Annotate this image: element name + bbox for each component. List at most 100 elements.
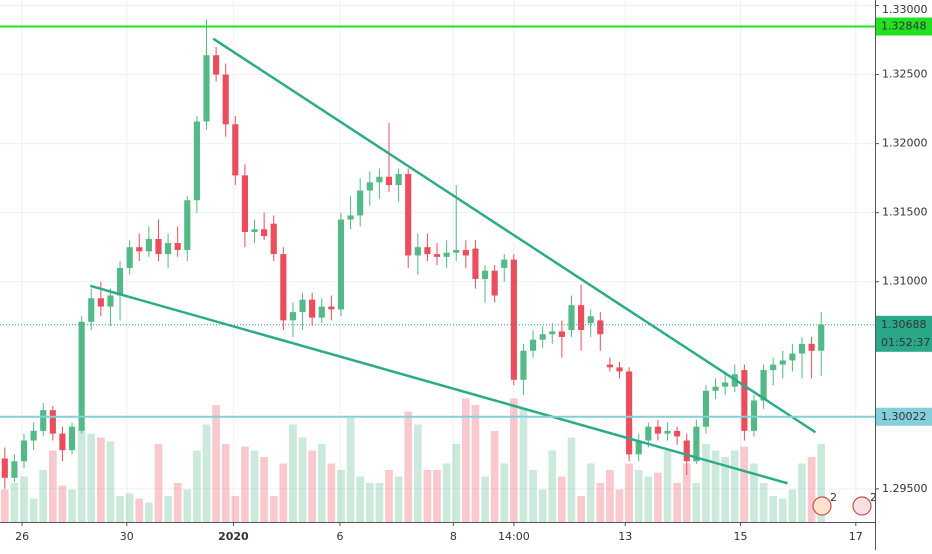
- candle-body: [472, 248, 479, 279]
- volume-bar: [750, 463, 758, 522]
- volume-bar: [269, 496, 278, 522]
- event-count: 2: [870, 491, 877, 504]
- volume-bar: [634, 470, 643, 522]
- volume-bar: [788, 489, 797, 522]
- volume-bar: [337, 470, 345, 522]
- volume-bar: [135, 498, 144, 522]
- candle-body: [722, 382, 729, 387]
- volume-bar: [87, 433, 96, 522]
- volume-bar: [241, 446, 249, 522]
- volume-bar: [231, 496, 240, 522]
- candle-body: [49, 410, 56, 434]
- candle-body: [501, 259, 508, 268]
- volume-bar: [39, 470, 48, 522]
- volume-bar: [721, 457, 730, 522]
- candle-body: [635, 440, 642, 455]
- candle-body: [626, 371, 633, 455]
- candle-body: [789, 353, 796, 361]
- volume-bar: [692, 483, 701, 522]
- volume-bar: [183, 489, 192, 522]
- volume-bar: [308, 450, 316, 522]
- candle-body: [664, 430, 671, 434]
- y-tick-label: 1.33000: [882, 3, 928, 16]
- candle-body: [529, 339, 537, 351]
- volume-bar: [48, 450, 57, 522]
- candle-body: [1, 458, 8, 478]
- volume-bar: [413, 424, 422, 522]
- trendline: [89, 284, 788, 485]
- candle-body: [241, 175, 248, 232]
- volume-bar: [442, 463, 451, 522]
- volume-bar: [461, 398, 470, 522]
- candle-body: [683, 440, 690, 462]
- volume-bar: [10, 483, 19, 522]
- candle-body: [760, 370, 767, 401]
- candle-body: [654, 426, 662, 434]
- candle-body: [770, 364, 777, 371]
- candle-body: [693, 426, 700, 462]
- volume-bar: [529, 470, 537, 522]
- candle-body: [261, 229, 268, 237]
- volume-bar: [356, 476, 365, 522]
- volume-bar: [702, 444, 710, 522]
- volume-bar: [817, 444, 826, 522]
- volume-bar: [317, 444, 326, 522]
- volume-bar: [212, 405, 220, 522]
- volume-bar: [164, 496, 172, 522]
- candle-body: [11, 461, 18, 478]
- candle-body: [539, 334, 546, 340]
- candle-body: [251, 229, 258, 232]
- y-tick-label: 1.32500: [882, 68, 928, 81]
- candle-body: [481, 270, 489, 279]
- candle-body: [462, 249, 469, 256]
- candle-body: [126, 247, 133, 268]
- candle-body: [107, 295, 114, 307]
- candle-body: [155, 238, 162, 255]
- candle-body: [59, 433, 66, 451]
- candle-body: [491, 270, 498, 296]
- candle-body: [328, 306, 335, 310]
- volume-bar: [654, 472, 662, 522]
- volume-bar: [375, 483, 384, 522]
- volume-bar: [807, 457, 816, 522]
- candle-body: [116, 267, 124, 296]
- candle-body: [376, 176, 383, 183]
- candle-body: [510, 259, 517, 380]
- candle-body: [405, 174, 412, 256]
- candle-body: [347, 215, 354, 220]
- volume-bar: [125, 493, 134, 522]
- volume-bar: [596, 483, 605, 522]
- candle-body: [818, 324, 825, 351]
- volume-bar: [106, 441, 115, 522]
- volume-bar: [663, 450, 672, 522]
- candle-body: [808, 343, 815, 351]
- volume-bar: [510, 398, 518, 522]
- level-tag-label: 1.32848: [881, 20, 927, 33]
- x-tick-label: 17: [849, 530, 863, 543]
- x-tick-label: 14:00: [498, 530, 530, 543]
- volume-bar: [145, 502, 153, 522]
- level-tag: [876, 407, 932, 426]
- countdown-label: 01:52:37: [881, 336, 930, 349]
- volume-bar: [423, 470, 432, 522]
- volume-bar: [385, 470, 393, 522]
- volume-bar: [481, 476, 489, 522]
- volume-bar: [625, 463, 633, 522]
- volume-bar: [433, 470, 441, 522]
- candle-body: [20, 440, 28, 462]
- level-tag-label: 1.30022: [881, 410, 927, 423]
- event-count: 2: [830, 491, 837, 504]
- candle-body: [558, 331, 565, 337]
- volume-bar: [759, 483, 768, 522]
- volume-bar: [471, 405, 480, 522]
- volume-bar: [68, 489, 76, 522]
- candle-body: [587, 316, 594, 324]
- volume-bar: [327, 463, 336, 522]
- y-tick-label: 1.32000: [882, 137, 928, 150]
- x-tick-label: 6: [337, 530, 344, 543]
- volume-bar: [730, 450, 739, 522]
- candle-body: [270, 223, 277, 255]
- x-tick-label: 26: [15, 530, 29, 543]
- last-price-label: 1.30688: [881, 318, 927, 331]
- candle-body: [299, 299, 306, 313]
